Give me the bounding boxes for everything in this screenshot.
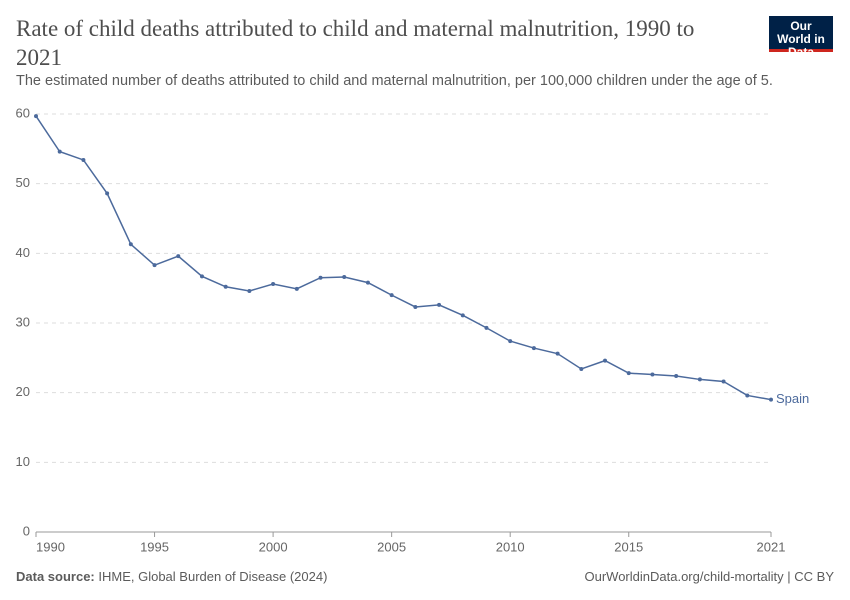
point <box>176 254 181 259</box>
point <box>769 397 773 402</box>
point <box>626 371 631 376</box>
point <box>745 393 750 398</box>
source-label: Data source: <box>16 569 95 584</box>
point <box>603 358 608 363</box>
x-tick-label: 2021 <box>757 539 786 554</box>
point <box>650 372 655 377</box>
point <box>460 313 465 318</box>
y-tick-label: 50 <box>16 175 30 190</box>
point <box>555 351 560 356</box>
y-tick-label: 0 <box>23 523 30 538</box>
point <box>674 373 679 378</box>
y-tick-label: 10 <box>16 454 30 469</box>
point <box>318 275 323 280</box>
x-tick-label: 2000 <box>259 539 288 554</box>
point <box>223 284 228 289</box>
point <box>247 288 252 293</box>
point <box>389 293 394 298</box>
logo-text: Our World in Data <box>777 19 825 59</box>
point <box>199 274 204 279</box>
point <box>294 286 299 291</box>
point <box>105 191 110 196</box>
x-tick-label: 1990 <box>36 539 65 554</box>
credit[interactable]: OurWorldinData.org/child-mortality | CC … <box>584 569 835 584</box>
x-tick-label: 2005 <box>377 539 406 554</box>
source-text: IHME, Global Burden of Disease (2024) <box>98 569 328 584</box>
y-tick-label: 20 <box>16 384 30 399</box>
point <box>579 366 584 371</box>
point <box>57 149 62 154</box>
point <box>413 304 418 309</box>
x-tick-label: 2015 <box>614 539 643 554</box>
point <box>365 280 370 285</box>
point <box>508 339 513 344</box>
point <box>484 325 489 330</box>
x-tick-label: 2010 <box>496 539 525 554</box>
point <box>128 242 133 247</box>
point <box>34 114 38 119</box>
point <box>271 281 276 286</box>
point <box>697 377 702 382</box>
line <box>35 115 772 401</box>
y-tick-label: 30 <box>16 314 30 329</box>
point <box>437 302 442 307</box>
x-tick-label: 1995 <box>140 539 169 554</box>
point <box>342 275 347 280</box>
logo[interactable]: Our World in Data <box>769 16 833 59</box>
point <box>152 263 157 268</box>
series-label: Spain <box>776 391 809 406</box>
point <box>81 157 86 162</box>
y-tick-label: 60 <box>16 105 30 120</box>
point <box>721 379 726 384</box>
y-tick-label: 40 <box>16 245 30 260</box>
chart-title: Rate of child deaths attributed to child… <box>16 16 695 70</box>
chart-subtitle: The estimated number of deaths attribute… <box>16 73 773 89</box>
point <box>531 346 536 351</box>
source: Data source: IHME, Global Burden of Dise… <box>16 569 327 584</box>
